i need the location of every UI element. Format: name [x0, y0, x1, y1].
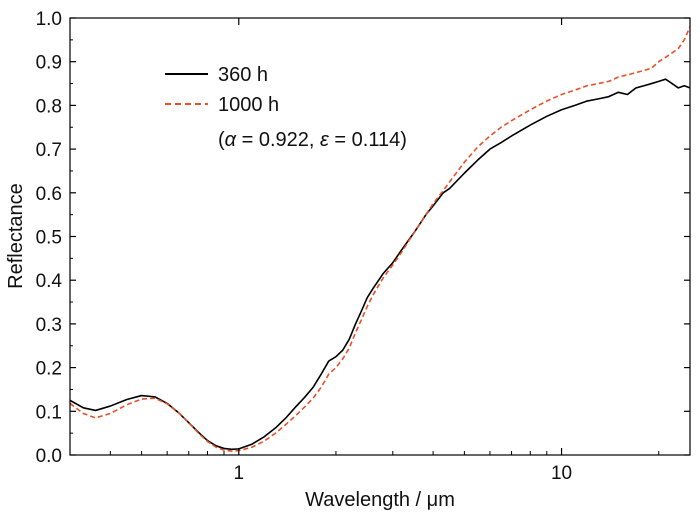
- annotation-epsilon-value: = 0.114): [329, 129, 407, 151]
- y-tick-label: 1.0: [36, 9, 62, 30]
- y-tick-label: 0.2: [36, 359, 62, 380]
- y-tick-label: 0.9: [36, 53, 62, 74]
- legend-label-1000h: 1000 h: [218, 94, 279, 116]
- y-tick-label: 0.6: [36, 184, 62, 205]
- series-line-1000h: [69, 26, 691, 452]
- x-tick-label: 10: [551, 463, 572, 484]
- y-tick-label: 0.7: [36, 140, 62, 161]
- annotation-alpha-value: = 0.922,: [236, 129, 320, 151]
- annotation-epsilon-symbol: ε: [320, 129, 330, 151]
- legend-label-360h: 360 h: [218, 64, 268, 86]
- y-tick-label: 0.8: [36, 96, 62, 117]
- legend: 360 h 1000 h (α = 0.922, ε = 0.114): [165, 64, 407, 151]
- x-tick-label: 1: [233, 463, 244, 484]
- y-tick-label: 0.0: [36, 446, 62, 467]
- x-axis-title: Wavelength / μm: [305, 489, 455, 511]
- annotation-alpha-symbol: α: [225, 129, 237, 151]
- plot-frame: [69, 17, 691, 456]
- annotation-prefix: (: [218, 129, 225, 151]
- legend-annotation-alpha-epsilon: (α = 0.922, ε = 0.114): [218, 129, 407, 151]
- y-tick-label: 0.5: [36, 228, 62, 249]
- y-tick-label: 0.3: [36, 315, 62, 336]
- y-tick-label: 0.1: [36, 402, 62, 423]
- y-tick-label: 0.4: [36, 271, 63, 292]
- y-axis-title: Reflectance: [5, 183, 27, 289]
